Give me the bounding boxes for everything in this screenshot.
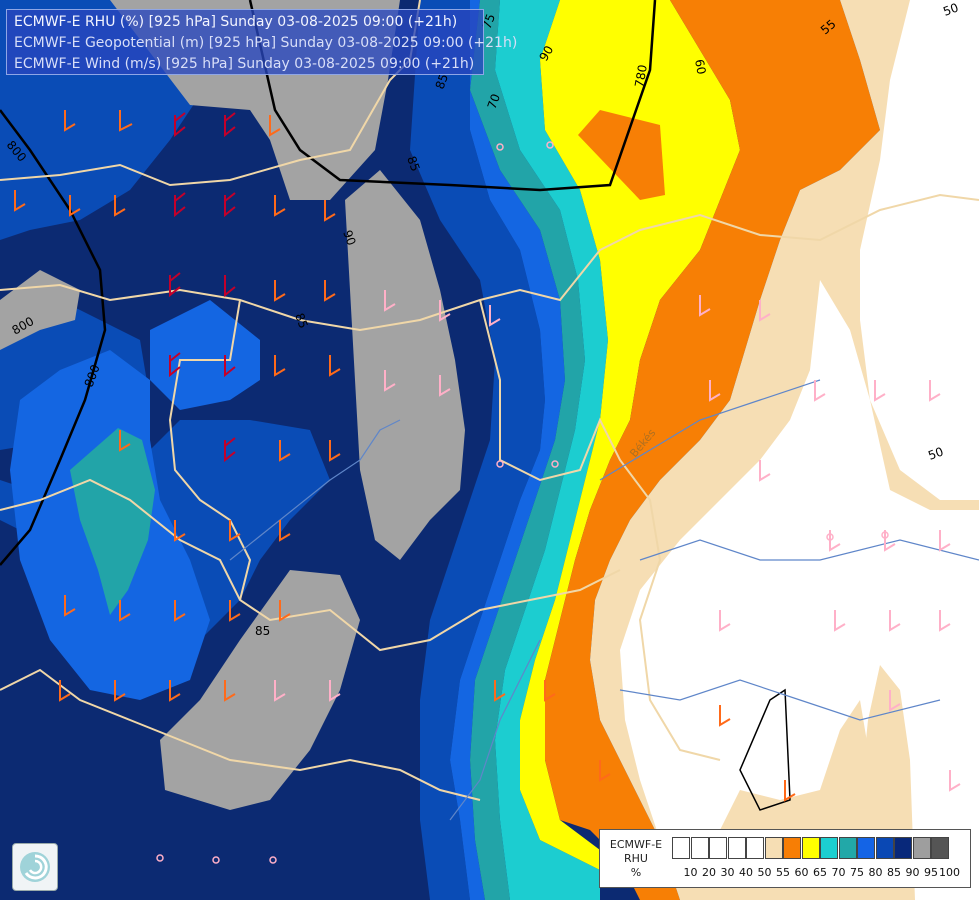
legend-swatch (746, 837, 764, 859)
legend-model-name: ECMWF-E (609, 838, 663, 851)
legend-swatch (857, 837, 875, 859)
legend-tick-label: 80 (868, 866, 883, 879)
legend-tick-label: 30 (720, 866, 735, 879)
rhu-label: 75 (480, 12, 498, 31)
river (229, 419, 401, 561)
rhu-85-band (410, 0, 545, 900)
country-border (0, 668, 481, 801)
legend-label: ECMWF-E RHU % (604, 838, 668, 880)
rhu-70-band (495, 0, 608, 900)
rhu-label: 85 (404, 154, 422, 173)
rhu-95-fill (0, 270, 80, 350)
rhu-label: 60 (692, 58, 708, 75)
rhu-label: 85 (255, 624, 270, 638)
rhu-label: 85 (292, 311, 310, 330)
legend-tick-label: 65 (813, 866, 827, 879)
legend-swatch (912, 837, 931, 859)
rhu-label: 70 (485, 92, 503, 111)
legend-tick-label: 85 (887, 866, 901, 879)
rhu-80-band (450, 0, 565, 900)
legend-tick-label: 60 (794, 866, 809, 879)
river (449, 639, 541, 821)
legend-ticks: 10 20 30 40 50 55 60 65 70 75 80 85 90 95 100 (672, 866, 972, 880)
rhu-95-fill (160, 570, 360, 810)
calm-wind-markers (156, 141, 889, 864)
legend-tick-label: 20 (702, 866, 716, 879)
country-border (0, 478, 621, 652)
rhu-title: ECMWF-E RHU (%) [925 hPa] Sunday 03-08-2… (14, 14, 458, 30)
rhu-95-fill (345, 170, 465, 560)
rhu-label: 85 (433, 72, 451, 91)
legend-swatch (838, 837, 857, 859)
rhu-label: 50 (926, 444, 945, 462)
legend-tick-label: 90 (905, 866, 920, 879)
geopotential-label: 780 (632, 64, 650, 89)
country-border (479, 299, 721, 761)
rhu-60-band (545, 0, 880, 900)
country-border (168, 299, 252, 601)
legend-swatch (764, 837, 783, 859)
legend-tick-label: 75 (850, 866, 864, 879)
legend-unit: % (630, 866, 642, 879)
legend-tick-label: 50 (757, 866, 772, 879)
legend-tick-label: 95 (924, 866, 938, 879)
legend-swatch (931, 837, 949, 859)
legend-swatches (672, 837, 950, 859)
legend-swatch (727, 837, 746, 859)
legend-swatch (690, 837, 709, 859)
country-border (0, 193, 979, 332)
rhu-label: 90 (536, 43, 556, 63)
geopotential-isoline (739, 688, 791, 811)
legend-swatch (709, 837, 727, 859)
legend-swatch (894, 837, 912, 859)
legend-tick-label: 10 (683, 866, 698, 879)
geopotential-title: ECMWF-E Geopotential (m) [925 hPa] Sunda… (14, 35, 518, 51)
ecmwf-swirl-logo-icon (12, 843, 58, 891)
river (619, 679, 941, 721)
legend-tick-label: 100 (939, 866, 960, 879)
rhu-label: 50 (941, 0, 960, 18)
legend-swatch (801, 837, 820, 859)
legend-swatch (820, 837, 838, 859)
legend-tick-label: 55 (776, 866, 790, 879)
rhu-75-fill (70, 428, 155, 615)
wind-title: ECMWF-E Wind (m/s) [925 hPa] Sunday 03-0… (14, 56, 475, 72)
legend-tick-label: 40 (739, 866, 753, 879)
geopotential-isoline (248, 0, 657, 192)
geopotential-isoline (0, 109, 107, 566)
rhu-80-fill (150, 300, 260, 410)
legend-swatch (875, 837, 894, 859)
rhu-65-band (520, 0, 740, 870)
river (639, 539, 979, 561)
legend-tick-label: 70 (831, 866, 846, 879)
rhu-label: 90 (340, 228, 358, 247)
river (599, 379, 821, 481)
legend-swatch (672, 837, 690, 859)
legend-swatch (783, 837, 801, 859)
rhu-75-band (470, 0, 585, 900)
map-title-box: ECMWF-E RHU (%) [925 hPa] Sunday 03-08-2… (6, 9, 518, 75)
legend-variable: RHU (624, 852, 648, 865)
rhu-legend: ECMWF-E RHU % 10 20 30 40 50 55 60 65 70 75 80 85 90… (599, 829, 971, 888)
rhu-50-fill (860, 0, 979, 500)
wind-barbs (14, 110, 961, 802)
